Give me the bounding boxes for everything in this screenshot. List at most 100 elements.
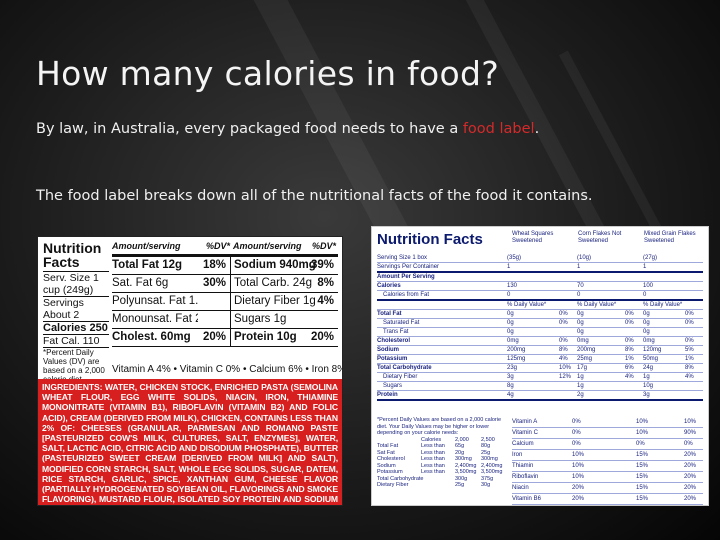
nutrient-cell [625, 291, 643, 299]
nutrient-cell: 0% [685, 338, 694, 344]
vitamin-cell: 10% [684, 419, 697, 425]
nutrient-grid: Amount/serving %DV* Amount/serving %DV* … [112, 241, 338, 347]
reference-cell: 25g [481, 449, 491, 456]
nutrient-cell: Amount Per Serving [377, 274, 435, 280]
vitamin-cell: 20% [572, 496, 585, 502]
reference-cell: 30g [481, 482, 491, 488]
nutrient-amount: Total Fat 12g [112, 259, 183, 271]
header-amount: Amount/serving [112, 241, 181, 251]
vitamin-cell: 0% [684, 441, 693, 447]
reference-cell: 300g [455, 475, 468, 482]
nutrient-cell [685, 382, 703, 390]
nutrient-cell: 4% [559, 356, 568, 362]
reference-cell [421, 482, 455, 489]
nutrient-cell: 8% [685, 365, 694, 371]
nutrient-cell: 0 [643, 292, 647, 298]
nutrient-row: Dietary Fiber 3g 12% 1g 4% 1g 4% [377, 373, 703, 382]
nutrient-cell: 5% [685, 347, 694, 353]
nutrient-cell [377, 301, 507, 309]
nutrient-row: Trans Fat 0g 0g 0g [377, 328, 703, 337]
nutrient-dv: 20% [310, 331, 334, 343]
nutrient-cell: 200mg [577, 347, 596, 353]
reference-cell: 300mg [455, 456, 472, 462]
nutrient-cell: Trans Fat [383, 329, 409, 335]
vitamin-cell: 0% [572, 441, 581, 447]
nutrient-cell [559, 391, 577, 399]
reference-cell: 3,500mg [481, 469, 503, 475]
nutrient-cell: 0% [625, 338, 634, 344]
nutrient-cell [625, 273, 643, 281]
servings-per-container: Servings About 2 [43, 296, 109, 321]
nutrient-cell: % Daily Value* [507, 302, 547, 308]
vitamin-cell: 10% [636, 430, 649, 436]
vitamin-line: Vitamin A 4% • Vitamin C 0% • Calcium 6%… [112, 364, 343, 375]
daily-value-footnote: *Percent Daily Values are based on a 2,0… [377, 417, 507, 489]
nutrient-row: Cholesterol 0mg 0% 0mg 0% 0mg 0% [377, 337, 703, 346]
vitamin-cell: Vitamin A [512, 419, 538, 425]
nutrient-cell: 0g [577, 329, 584, 335]
nutrient-cell [685, 301, 703, 309]
nutrient-cell: Calories from Fat [383, 292, 430, 298]
reference-cell: 65g [455, 443, 465, 449]
nutrient-cell [559, 263, 577, 271]
nutrient-cell: 1g [643, 374, 650, 380]
nutrient-cell: 6% [625, 365, 634, 371]
nutrition-facts-title: Nutrition Facts [377, 231, 483, 248]
nutrient-cell: 0g [577, 320, 584, 326]
reference-cell: Cholesterol [377, 456, 405, 462]
nutrient-cell [559, 273, 577, 281]
vitamin-cell: 0% [572, 430, 581, 436]
nutrient-cell: 23g [507, 365, 518, 371]
nutrient-dv: 4% [317, 295, 334, 307]
nutrient-cell [685, 391, 703, 399]
nutrient-row: Protein 4g 2g 3g [377, 391, 703, 401]
nutrient-amount: Dietary Fiber 1g [234, 295, 316, 307]
nutrient-cell: Potassium [377, 356, 408, 362]
nutrient-row: Calories 130 70 100 [377, 282, 703, 291]
nutrient-dv: 20% [198, 329, 231, 346]
nutrient-cell [643, 273, 685, 281]
nutrient-amount: Cholest. 60mg [112, 331, 191, 343]
reference-cell: Calories [421, 436, 442, 443]
nutrient-cell: 70 [577, 283, 584, 289]
nutrient-cell: (10g) [577, 255, 592, 261]
nutrient-amount: Sodium 940mg [234, 259, 316, 271]
vitamin-row: Niacin 20% 15% 20% [512, 483, 703, 494]
serving-size: Serv. Size 1 cup (249g) [43, 271, 109, 296]
paragraph-text: . [534, 121, 540, 137]
vitamin-row: Vitamin A 0% 10% 10% [512, 417, 703, 428]
vitamin-cell: Riboflavin [512, 474, 539, 480]
nutrient-amount: Sat. Fat 6g [112, 277, 169, 289]
nutrient-cell: (35g) [507, 255, 522, 261]
reference-cell: Sat Fat [377, 449, 395, 456]
vitamin-cell: Vitamin B6 [512, 496, 541, 502]
nutrient-cell: Total Carbohydrate [377, 365, 432, 371]
column-header-wheat-squares: Wheat Squares Sweetened [512, 231, 554, 244]
nutrient-dv: 39% [310, 259, 334, 271]
vitamin-cell: 20% [684, 485, 697, 491]
vitamin-cell: 10% [572, 452, 585, 458]
nutrient-cell: 4g [507, 392, 514, 398]
slide-title: How many calories in food? [36, 54, 500, 93]
nutrient-cell: Sugars [383, 383, 403, 389]
nutrient-cell: 100 [643, 283, 654, 289]
reference-cell: Total Carbohydrate [377, 475, 424, 482]
nutrient-cell: 0% [625, 320, 634, 326]
nutrient-row: Total Fat 0g 0% 0g 0% 0g 0% [377, 310, 703, 319]
nutrient-cell: 1% [685, 356, 694, 362]
nutrient-cell: 0 [577, 292, 581, 298]
vitamin-row: Vitamin C 0% 10% 90% [512, 428, 703, 439]
nutrient-cell [559, 382, 577, 390]
vitamin-cell: 20% [572, 485, 585, 491]
nutrient-row: Polyunsat. Fat 1.5g Dietary Fiber 1g4% [112, 293, 338, 311]
ingredients-list: INGREDIENTS: WATER, CHICKEN STOCK, ENRIC… [38, 379, 342, 505]
nutrient-cell: 3g [643, 392, 650, 398]
nutrient-cell: 0g [643, 311, 650, 317]
nutrient-cell [559, 254, 577, 262]
nutrient-cell: 0g [643, 320, 650, 326]
nutrient-row: Total Carbohydrate 23g 10% 17g 6% 24g 8% [377, 364, 703, 373]
nutrient-cell: Serving Size 1 box [377, 255, 428, 261]
nutrient-dv [198, 293, 231, 310]
reference-row: Dietary Fiber 25g 30g [377, 482, 507, 489]
nutrient-cell: 0g [577, 311, 584, 317]
